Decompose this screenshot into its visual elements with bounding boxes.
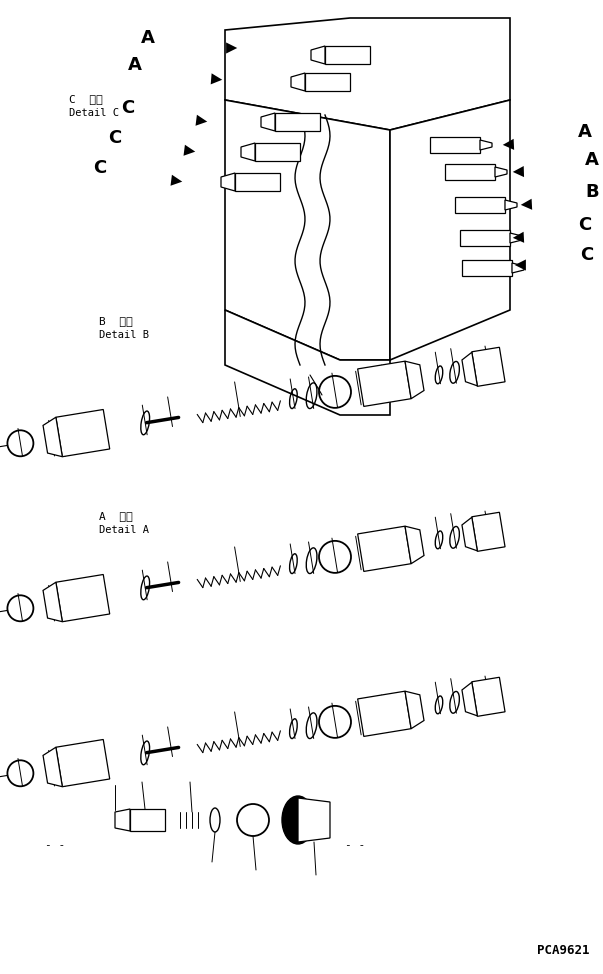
Polygon shape xyxy=(291,73,305,91)
Polygon shape xyxy=(56,409,110,457)
Polygon shape xyxy=(56,739,110,787)
Text: - -: - - xyxy=(45,840,65,850)
Polygon shape xyxy=(225,18,510,130)
Text: A: A xyxy=(585,151,599,169)
Text: C: C xyxy=(121,99,134,117)
Text: A: A xyxy=(141,29,155,47)
Polygon shape xyxy=(480,140,492,150)
Polygon shape xyxy=(405,526,424,564)
Text: PCA9621: PCA9621 xyxy=(537,944,590,956)
Polygon shape xyxy=(225,310,390,415)
Text: A: A xyxy=(128,56,142,74)
Text: - -: - - xyxy=(345,840,365,850)
Text: A: A xyxy=(578,123,592,141)
Text: C: C xyxy=(109,129,122,147)
Polygon shape xyxy=(261,113,275,131)
Polygon shape xyxy=(115,809,130,831)
Polygon shape xyxy=(405,692,424,729)
Polygon shape xyxy=(43,582,62,621)
Polygon shape xyxy=(255,143,300,161)
Polygon shape xyxy=(325,46,370,64)
Ellipse shape xyxy=(282,796,314,844)
Text: C  詳細: C 詳細 xyxy=(69,94,103,104)
Polygon shape xyxy=(462,682,478,716)
Polygon shape xyxy=(311,46,325,64)
Polygon shape xyxy=(462,517,478,551)
Polygon shape xyxy=(305,73,350,91)
Polygon shape xyxy=(130,809,165,831)
Text: C: C xyxy=(580,246,593,264)
Text: C: C xyxy=(93,159,107,177)
Polygon shape xyxy=(358,361,411,406)
Polygon shape xyxy=(241,143,255,161)
Text: A  詳細: A 詳細 xyxy=(99,511,133,521)
Polygon shape xyxy=(460,230,510,246)
Text: B  詳細: B 詳細 xyxy=(99,317,133,326)
Polygon shape xyxy=(462,260,512,276)
Polygon shape xyxy=(235,173,280,191)
Polygon shape xyxy=(445,164,495,180)
Polygon shape xyxy=(390,100,510,360)
Polygon shape xyxy=(298,798,330,842)
Polygon shape xyxy=(56,575,110,621)
Text: Detail B: Detail B xyxy=(99,330,150,341)
Polygon shape xyxy=(512,263,524,273)
Text: C: C xyxy=(578,216,592,234)
Polygon shape xyxy=(43,417,62,457)
Polygon shape xyxy=(472,512,505,551)
Polygon shape xyxy=(430,137,480,153)
Polygon shape xyxy=(225,100,390,360)
Text: Detail C: Detail C xyxy=(69,108,119,119)
Polygon shape xyxy=(405,361,424,398)
Polygon shape xyxy=(505,200,517,210)
Polygon shape xyxy=(221,173,235,191)
Polygon shape xyxy=(472,677,505,716)
Polygon shape xyxy=(275,113,320,131)
Polygon shape xyxy=(510,233,522,243)
Polygon shape xyxy=(462,353,478,386)
Polygon shape xyxy=(455,197,505,213)
Polygon shape xyxy=(358,692,411,736)
Polygon shape xyxy=(472,348,505,387)
Polygon shape xyxy=(43,747,62,787)
Polygon shape xyxy=(495,167,507,177)
Text: B: B xyxy=(585,183,599,201)
Polygon shape xyxy=(358,526,411,572)
Text: Detail A: Detail A xyxy=(99,525,150,536)
